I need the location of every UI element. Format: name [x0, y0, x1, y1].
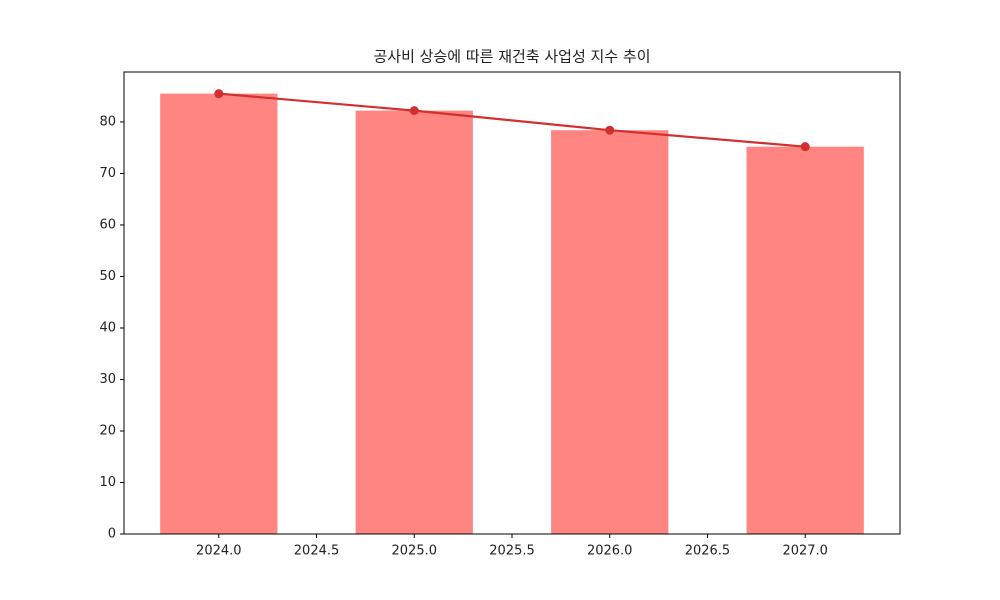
x-tick-label: 2027.0 — [782, 544, 828, 559]
x-tick-label: 2026.5 — [685, 544, 731, 559]
bar — [355, 110, 473, 535]
x-tick-label: 2025.0 — [392, 544, 438, 559]
line-point — [409, 106, 419, 116]
x-tick-label: 2024.0 — [196, 544, 242, 559]
y-tick-label: 40 — [99, 320, 116, 335]
x-tick-label: 2026.0 — [587, 544, 633, 559]
bar — [746, 146, 864, 534]
line-point — [214, 89, 224, 99]
x-tick-label: 2025.5 — [489, 544, 535, 559]
y-tick-label: 60 — [99, 217, 116, 232]
chart-title: 공사비 상승에 따른 재건축 사업성 지수 추이 — [373, 48, 650, 66]
y-tick-label: 50 — [99, 269, 116, 284]
line-point — [800, 142, 810, 152]
y-tick-label: 20 — [99, 423, 116, 438]
plot-frame — [123, 71, 901, 535]
x-tick-label: 2024.5 — [294, 544, 340, 559]
bar — [551, 130, 669, 534]
y-tick-label: 0 — [108, 527, 116, 542]
y-tick-label: 30 — [99, 372, 116, 387]
y-tick-label: 80 — [99, 114, 116, 129]
y-tick-label: 10 — [99, 475, 116, 490]
y-tick-label: 70 — [99, 166, 116, 181]
line — [218, 92, 806, 148]
line-point — [605, 125, 615, 135]
bar — [160, 93, 278, 534]
